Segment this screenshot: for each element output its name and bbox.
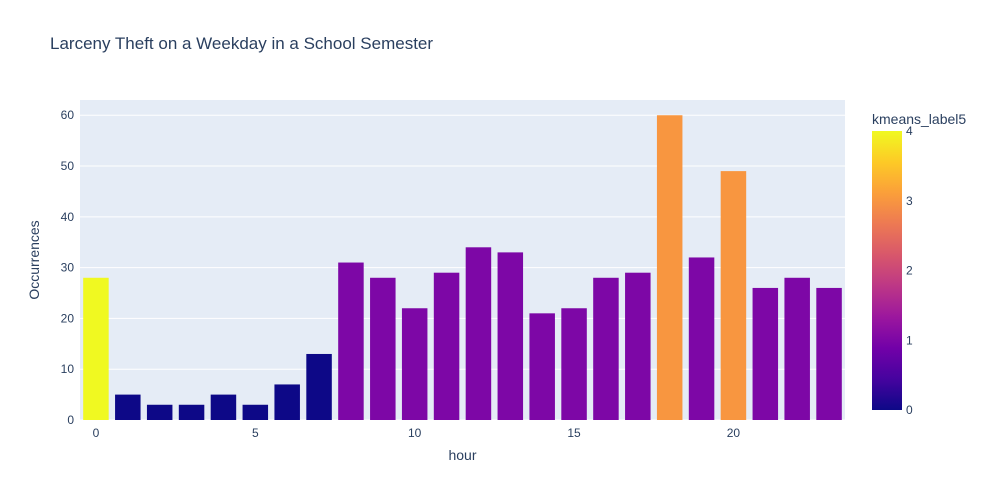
bar [688,257,715,420]
colorbar [872,131,902,410]
x-axis-ticks: 0 5 10 15 20 [93,426,741,440]
x-tick-label: 15 [567,426,581,440]
colorbar-tick-label: 3 [906,194,913,208]
y-tick-label: 50 [61,159,75,173]
bars [83,115,842,420]
colorbar-tick-label: 1 [906,333,913,347]
bar [115,394,141,420]
colorbar-tick-label: 4 [906,124,913,138]
y-tick-label: 10 [61,362,75,376]
y-axis-ticks: 0 10 20 30 40 50 60 [61,108,75,427]
bar [465,247,492,420]
bar [83,277,109,420]
bar [306,353,332,420]
colorbar-ticks: 0 1 2 3 4 [906,124,913,417]
x-tick-label: 0 [93,426,100,440]
bar [210,394,237,420]
bar [370,277,396,420]
x-tick-label: 5 [252,426,259,440]
bar [497,252,524,420]
bar [401,308,428,420]
chart-title: Larceny Theft on a Weekday in a School S… [50,34,434,53]
colorbar-tick-label: 0 [906,403,913,417]
colorbar-tick-label: 2 [906,264,913,278]
y-tick-label: 40 [61,210,75,224]
x-axis-title: hour [448,447,476,463]
bar [178,404,205,420]
plot-area [80,100,845,420]
y-axis-title: Occurrences [26,220,42,299]
bar [720,171,747,420]
bar [561,308,587,420]
bar [625,272,651,420]
y-tick-label: 0 [67,413,74,427]
bar [784,277,810,420]
colorbar-title: kmeans_label5 [872,111,966,127]
y-tick-label: 60 [61,108,75,122]
gridlines [80,114,845,421]
x-tick-label: 10 [408,426,422,440]
bar [274,384,300,420]
bar [752,287,779,420]
bar [593,277,619,420]
x-tick-label: 20 [727,426,741,440]
bar [816,287,842,420]
bar [656,115,683,420]
bar [242,404,269,420]
bar [529,313,555,420]
bar [146,404,173,420]
y-tick-label: 20 [61,311,75,325]
y-tick-label: 30 [61,261,75,275]
bar [433,272,460,420]
bar [338,262,364,420]
